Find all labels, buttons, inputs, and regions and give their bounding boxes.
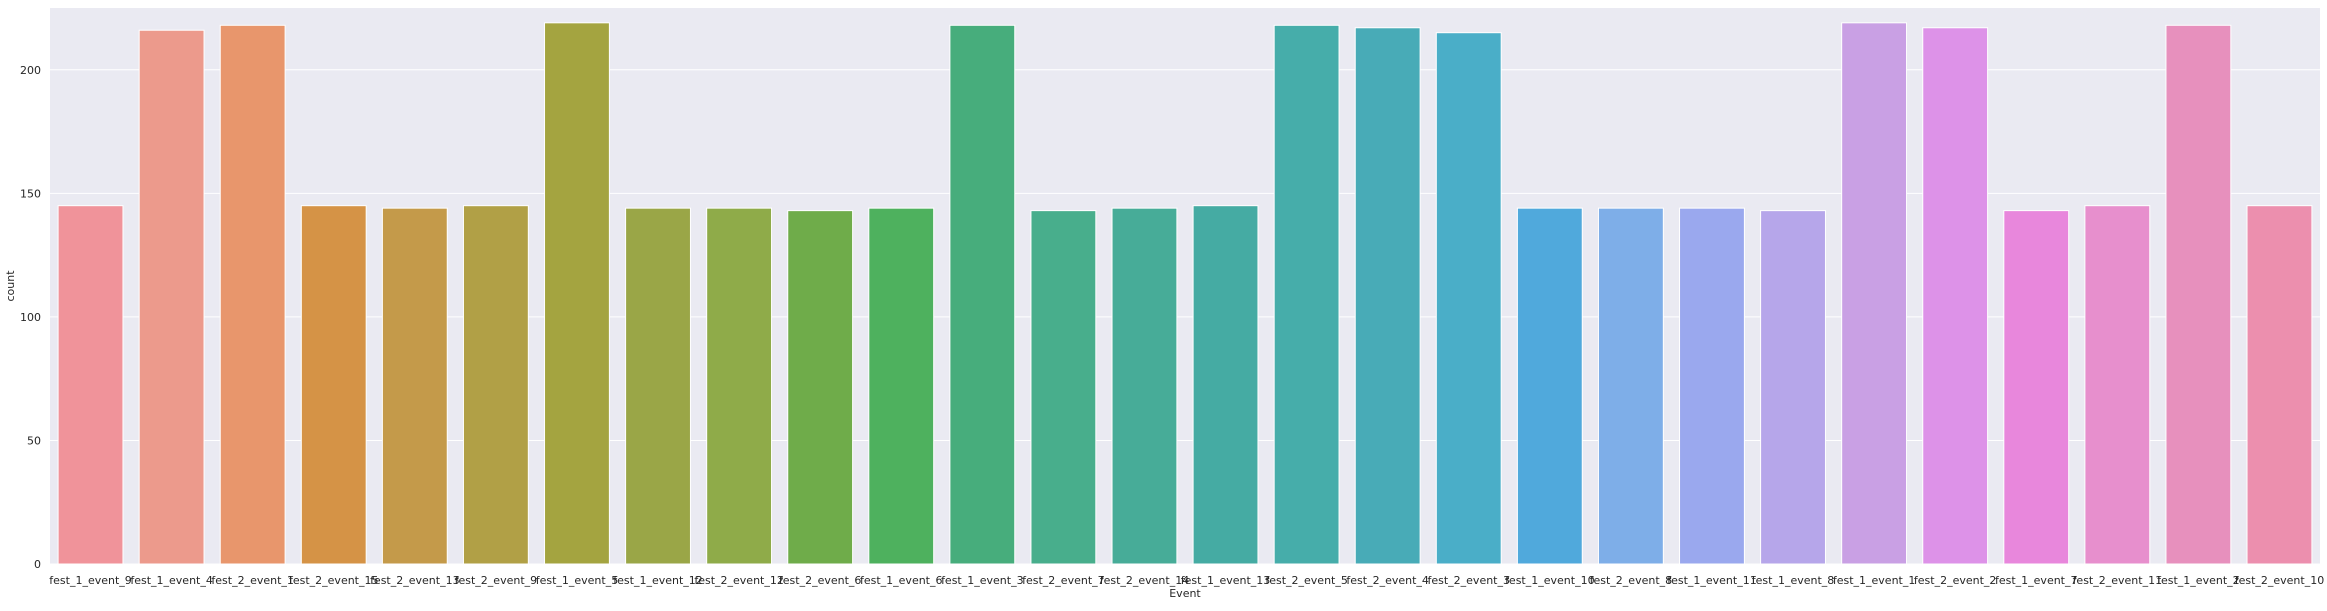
bar-fest_2_event_4 [1354,27,1421,565]
bar-fest_1_event_11 [1679,207,1745,565]
x-tick-label: fest_1_event_9 [49,574,132,587]
x-tick-labels: fest_1_event_9fest_1_event_4fest_2_event… [49,574,2324,587]
bar-fest_2_event_3 [1435,32,1502,565]
x-tick-label: fest_2_event_7 [1022,574,1105,587]
bar-fest_2_event_13 [381,207,448,565]
x-tick-label: fest_2_event_13 [370,574,460,587]
x-tick-label: fest_1_event_8 [1752,574,1835,587]
x-tick-label: fest_2_event_3 [1427,574,1510,587]
bar-fest_2_event_10 [2246,205,2313,565]
x-tick-label: fest_2_event_15 [289,574,379,587]
x-tick-label: fest_1_event_1 [1833,574,1916,587]
bar-fest_2_event_11 [2084,205,2151,565]
bar-fest_2_event_15 [300,205,367,565]
bar-fest_1_event_4 [138,29,205,565]
bar-fest_1_event_10 [1516,207,1583,565]
x-tick-label: fest_1_event_6 [860,574,943,587]
bar-fest_1_event_6 [868,207,935,565]
bar-fest_1_event_7 [2003,210,2070,565]
bar-fest_2_event_12 [706,207,773,565]
x-tick-label: fest_2_event_5 [1265,574,1348,587]
y-tick-label: 200 [20,64,41,77]
x-tick-label: fest_2_event_2 [1914,574,1997,587]
x-tick-label: fest_1_event_4 [130,574,213,587]
bar-fest_2_event_9 [462,205,529,565]
y-tick-label: 100 [20,311,41,324]
x-tick-label: fest_1_event_11 [1667,574,1757,587]
x-tick-label: fest_2_event_14 [1100,574,1190,587]
x-tick-label: fest_2_event_9 [455,574,538,587]
x-axis-label: Event [1169,587,1201,600]
bar-fest_2_event_14 [1111,207,1178,565]
bar-fest_2_event_8 [1597,207,1664,565]
x-tick-label: fest_2_event_6 [779,574,862,587]
y-tick-label: 150 [20,187,41,200]
x-tick-label: fest_1_event_3 [941,574,1024,587]
x-tick-label: fest_1_event_2 [2157,574,2240,587]
x-tick-label: fest_2_event_1 [211,574,294,587]
bar-fest_2_event_1 [219,24,286,565]
x-tick-label: fest_2_event_11 [2073,574,2163,587]
bar-fest_2_event_2 [1922,27,1989,565]
x-tick-label: fest_1_event_13 [1181,574,1271,587]
bar-fest_1_event_2 [2165,24,2232,565]
bar-fest_2_event_7 [1030,210,1097,565]
y-axis-label: count [4,270,17,302]
x-tick-label: fest_2_event_8 [1590,574,1673,587]
bar-fest_1_event_9 [57,205,124,565]
bars [57,22,2313,565]
x-tick-label: fest_1_event_12 [613,574,703,587]
bar-fest_1_event_5 [544,22,610,565]
y-tick-labels: 0 50 100 150 200 [20,64,41,571]
x-tick-label: fest_1_event_10 [1505,574,1595,587]
bar-fest_2_event_5 [1273,24,1340,565]
y-tick-label: 0 [34,558,41,571]
bar-fest_2_event_6 [787,210,854,565]
bar-fest_1_event_13 [1192,205,1259,565]
bar-fest_1_event_3 [949,24,1016,565]
y-tick-label: 50 [27,434,41,447]
x-tick-label: fest_2_event_10 [2235,574,2325,587]
x-tick-label: fest_1_event_5 [536,574,619,587]
bar-fest_1_event_8 [1760,210,1826,565]
x-tick-label: fest_2_event_4 [1346,574,1429,587]
x-tick-label: fest_2_event_12 [694,574,784,587]
bar-fest_1_event_12 [625,207,691,565]
x-tick-label: fest_1_event_7 [1995,574,2078,587]
bar-fest_1_event_1 [1841,22,1908,565]
